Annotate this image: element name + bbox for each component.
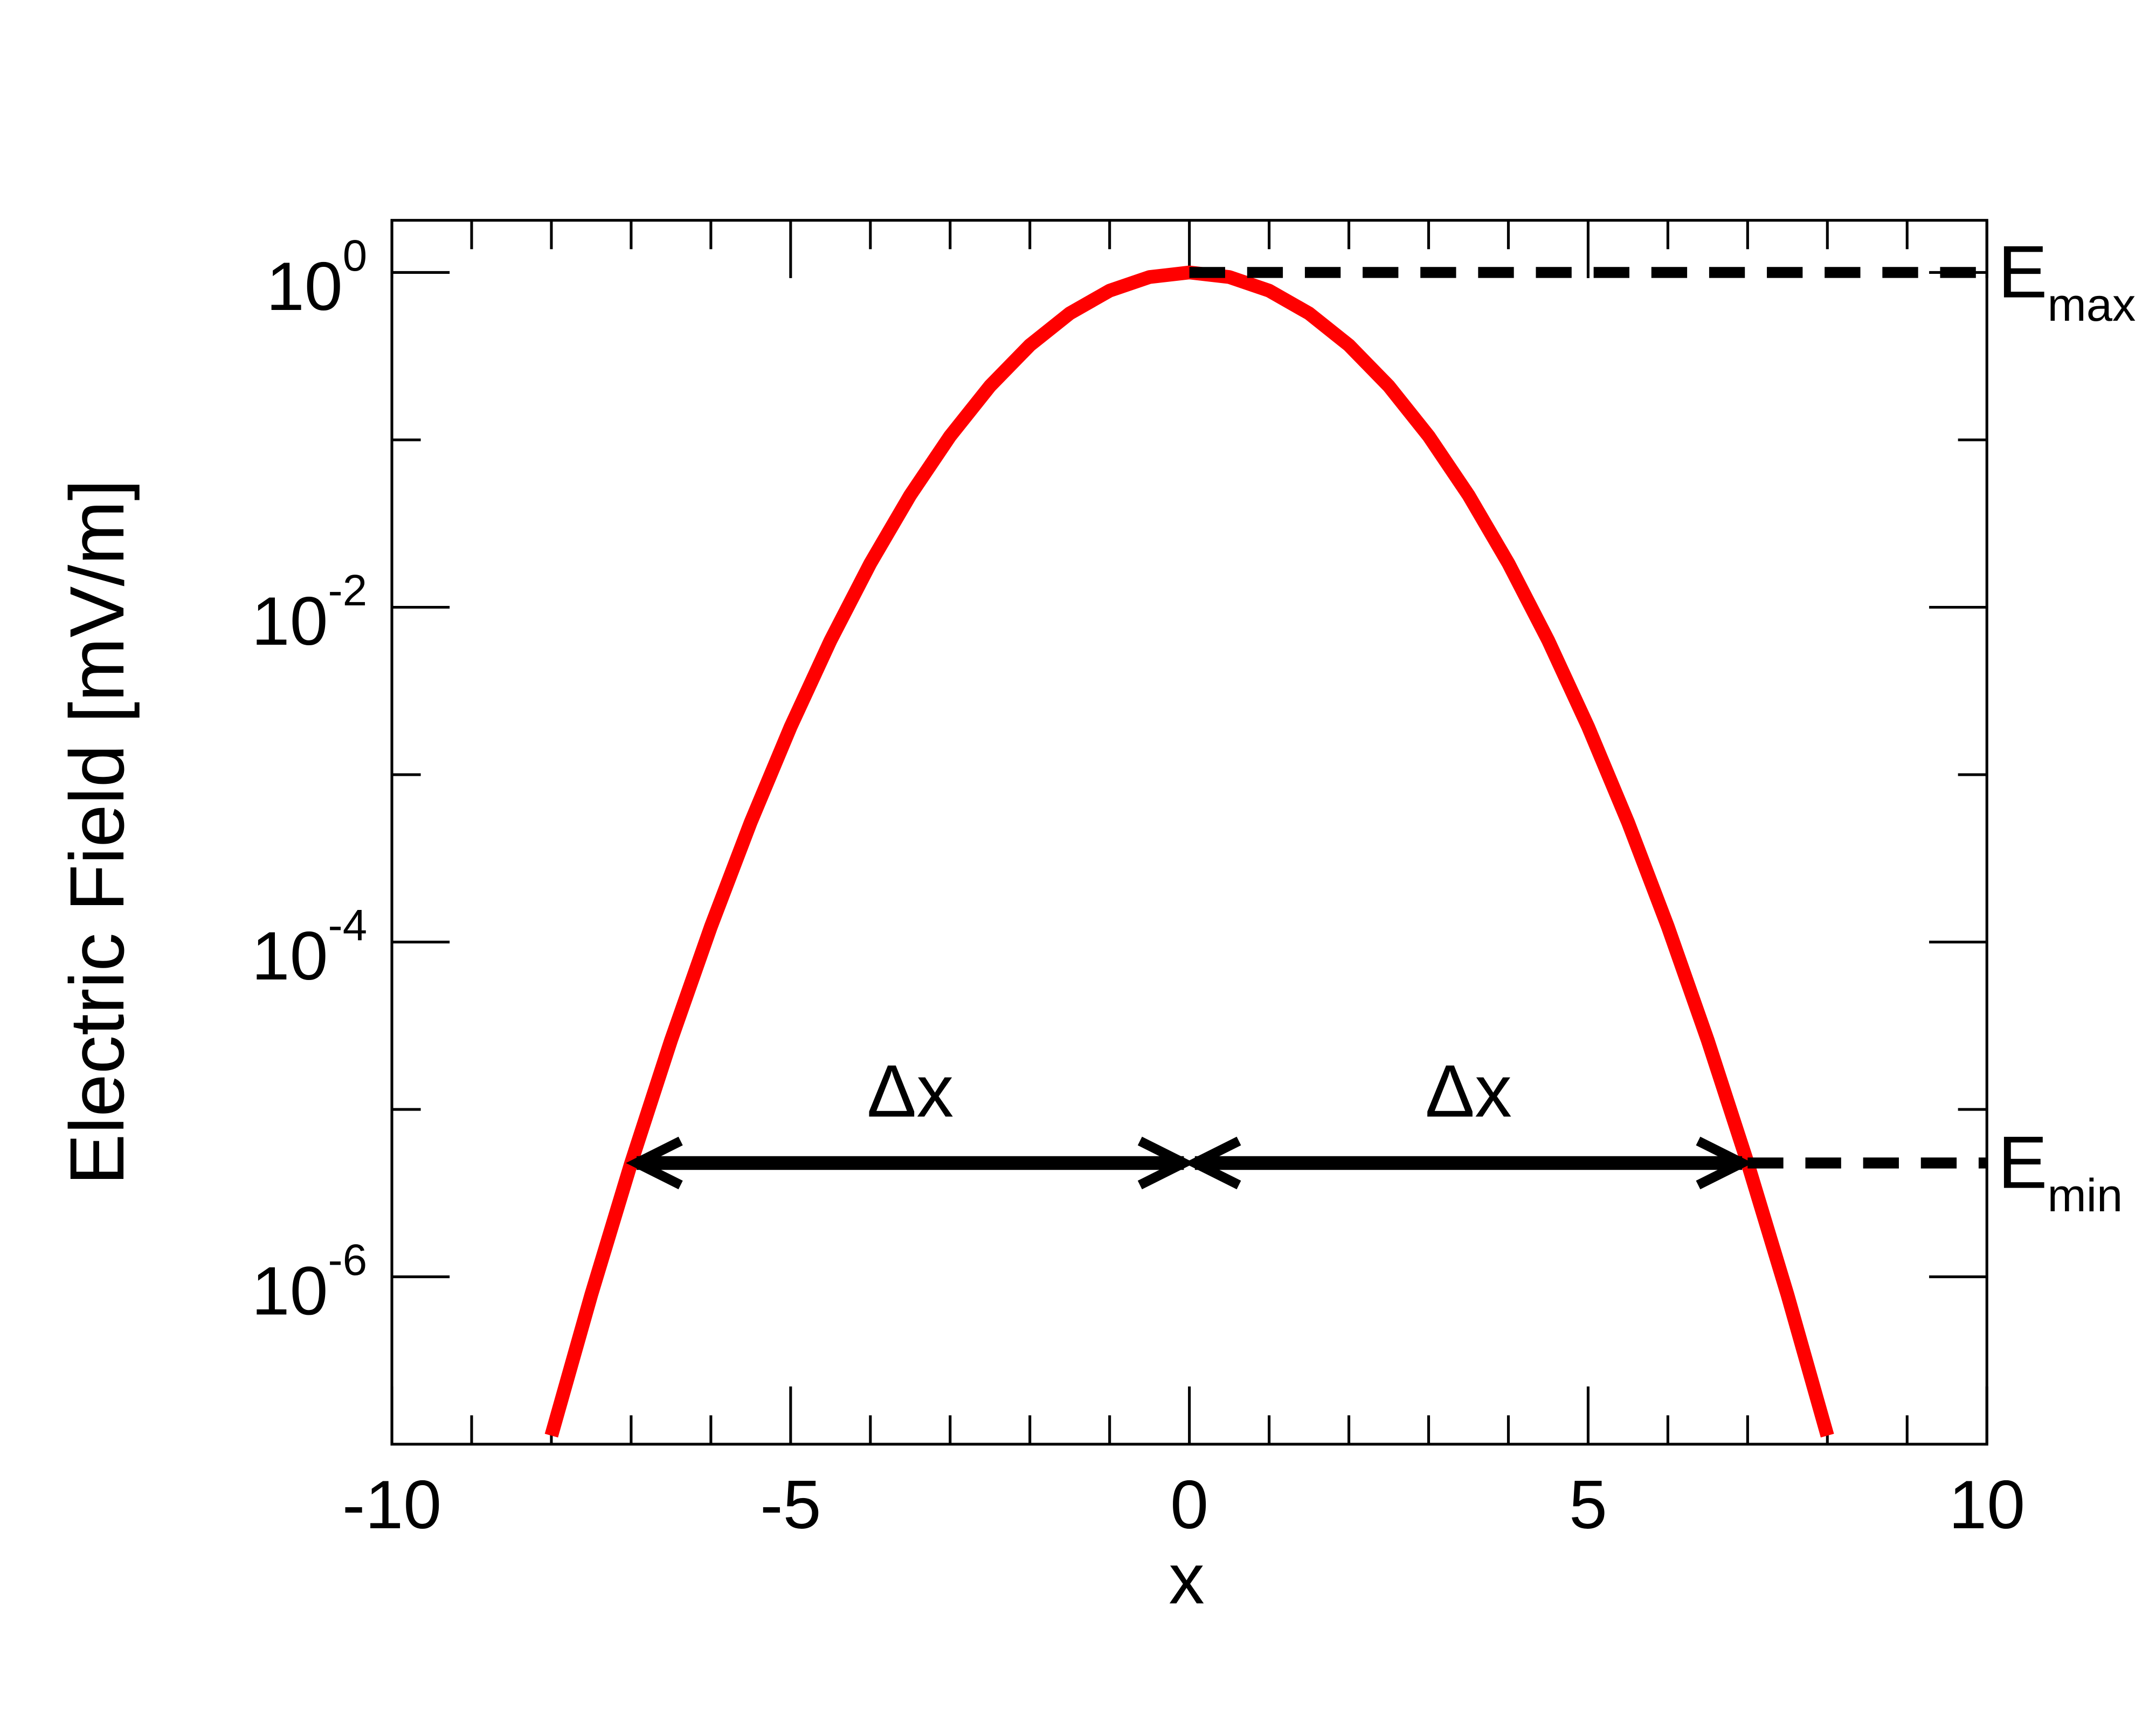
y-tick-label: 10-6 (252, 1236, 367, 1329)
arrow-label: Δx (1425, 1050, 1512, 1133)
x-axis-label: x (1169, 1539, 1204, 1619)
y-tick-label: 10-2 (252, 566, 367, 660)
level-label-sub: min (2048, 1169, 2123, 1222)
y-tick-base: 10 (252, 918, 328, 995)
x-tick-label: -10 (342, 1467, 441, 1543)
x-tick-label: 5 (1569, 1467, 1607, 1543)
level-label-sub: max (2048, 279, 2136, 331)
plot-frame (390, 219, 1988, 1446)
level-label-base: E (1998, 1121, 2048, 1204)
arrow-head (626, 1136, 683, 1190)
level-label-base: E (1998, 231, 2048, 314)
arrow-label: Δx (867, 1050, 953, 1133)
level-label: Emin (1998, 1121, 2123, 1222)
y-tick-base: 10 (266, 249, 343, 325)
y-tick-exponent: -6 (328, 1236, 368, 1285)
y-tick-exponent: 0 (343, 231, 367, 280)
y-tick-label: 10-4 (252, 901, 367, 995)
arrow-head (1184, 1136, 1241, 1190)
data-line (544, 265, 1834, 1438)
arrow-head (1696, 1136, 1753, 1190)
x-tick-label: -5 (760, 1467, 821, 1543)
y-tick-base: 10 (252, 1253, 328, 1329)
x-tick-label: 10 (1948, 1467, 2025, 1543)
x-tick-label: 0 (1170, 1467, 1208, 1543)
y-tick-exponent: -2 (328, 566, 368, 615)
arrow-head (1137, 1136, 1195, 1190)
y-tick-exponent: -4 (328, 901, 368, 950)
level-label: Emax (1998, 231, 2136, 331)
y-axis-label: Electric Field [mV/m] (54, 479, 140, 1185)
y-tick-label: 100 (266, 231, 367, 325)
y-tick-base: 10 (252, 583, 328, 660)
